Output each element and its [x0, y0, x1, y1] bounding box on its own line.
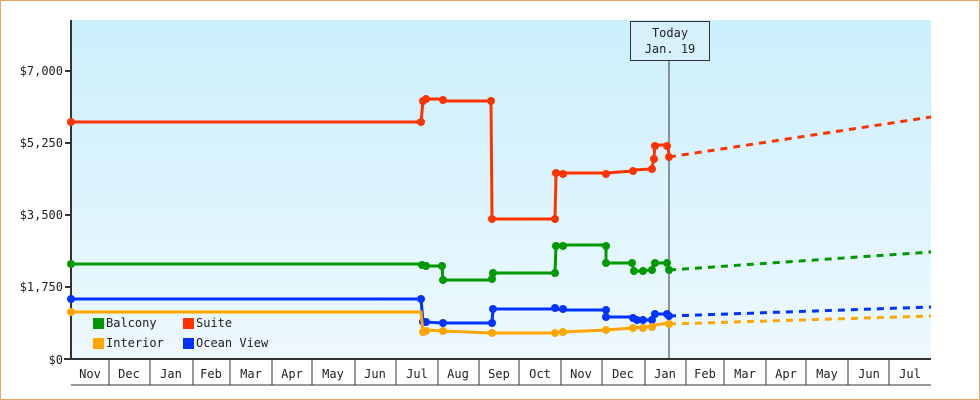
x-tick-label: Apr — [281, 367, 303, 381]
x-tick-label: Mar — [240, 367, 262, 381]
legend-label: Suite — [196, 316, 233, 330]
series-balcony — [67, 242, 932, 284]
x-tick-label: Aug — [447, 367, 469, 381]
legend-label: Balcony — [106, 316, 157, 330]
x-tick-label: Jul — [899, 367, 921, 381]
data-point-markers — [67, 308, 673, 337]
x-tick-label: Oct — [529, 367, 551, 381]
legend-swatch-icon — [183, 337, 194, 349]
legend-item-ocean-view: Ocean View — [183, 336, 303, 350]
series-ocean-view — [67, 295, 932, 327]
x-tick-label: May — [322, 367, 344, 381]
x-tick-label: May — [816, 367, 838, 381]
legend-item-suite: Suite — [183, 316, 303, 330]
x-tick-label: Apr — [775, 367, 797, 381]
x-tick-label: Jan — [654, 367, 676, 381]
legend-item-balcony: Balcony — [93, 316, 183, 330]
y-tick-label: $7,000 — [20, 64, 63, 78]
x-tick-label: Jul — [406, 367, 428, 381]
x-tick-label: Feb — [200, 367, 222, 381]
y-tick-label: $1,750 — [20, 280, 63, 294]
x-tick-label: Jun — [858, 367, 880, 381]
today-label: Today — [651, 26, 689, 40]
today-marker-label: Today Jan. 19 — [630, 21, 710, 61]
y-ticks: $7,000 $5,250 $3,500 $1,750 $0 — [20, 64, 71, 367]
chart-legend: Balcony Suite Interior Ocean View — [93, 313, 303, 353]
x-tick-label: Sep — [488, 367, 510, 381]
data-point-markers — [67, 295, 673, 327]
legend-swatch-icon — [93, 317, 104, 329]
legend-swatch-icon — [183, 317, 194, 329]
x-tick-label: Nov — [79, 367, 101, 381]
series-suite — [67, 95, 932, 223]
legend-swatch-icon — [93, 337, 104, 349]
plot-area — [71, 20, 931, 360]
y-tick-label: $0 — [49, 353, 63, 367]
x-tick-label: Mar — [734, 367, 756, 381]
x-tick-label: Jan — [160, 367, 182, 381]
y-tick-label: $3,500 — [20, 208, 63, 222]
legend-label: Ocean View — [196, 336, 269, 350]
data-point-markers — [67, 242, 673, 284]
x-axis-months: Nov Dec Jan Feb Mar Apr May Jun Jul Aug … — [71, 360, 931, 386]
x-tick-label: Jun — [364, 367, 386, 381]
series-interior — [67, 308, 932, 337]
x-tick-label: Dec — [118, 367, 140, 381]
y-tick-label: $5,250 — [20, 136, 63, 150]
data-point-markers — [67, 95, 673, 223]
legend-label: Interior — [106, 336, 164, 350]
legend-item-interior: Interior — [93, 336, 183, 350]
today-date: Jan. 19 — [644, 42, 696, 56]
x-tick-label: Feb — [694, 367, 716, 381]
x-tick-label: Dec — [612, 367, 634, 381]
x-tick-label: Nov — [570, 367, 592, 381]
